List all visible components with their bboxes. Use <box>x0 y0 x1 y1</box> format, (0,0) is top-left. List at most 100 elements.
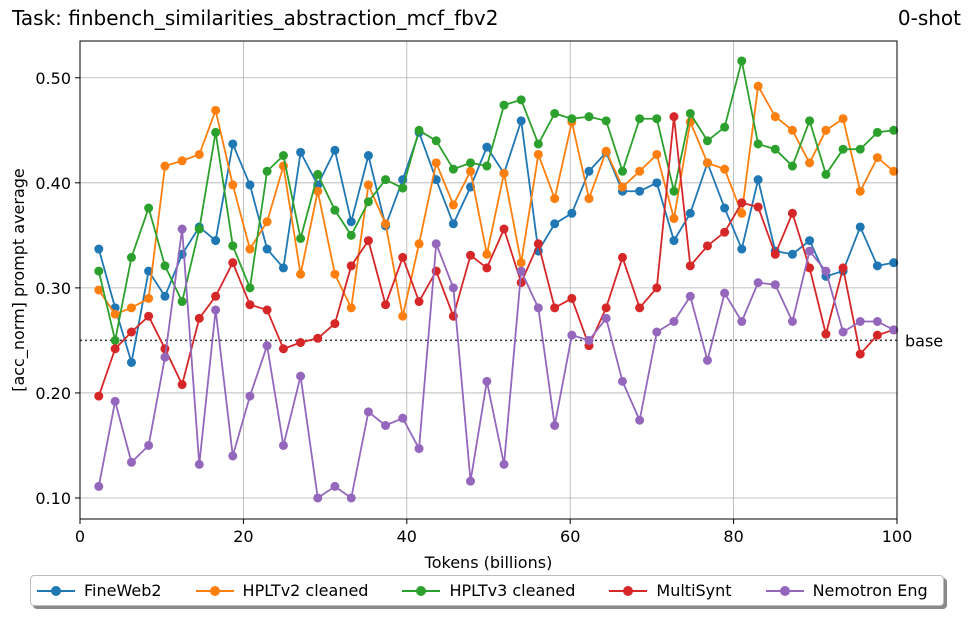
data-point-fineweb2 <box>753 175 763 185</box>
data-point-hpltv3-cleaned <box>550 108 560 118</box>
data-point-hpltv2-cleaned <box>516 258 526 268</box>
data-point-nemotron-eng <box>770 280 780 290</box>
data-point-multisynt <box>805 263 815 273</box>
data-point-nemotron-eng <box>177 224 187 234</box>
data-point-nemotron-eng <box>94 481 104 491</box>
data-point-multisynt <box>126 327 136 337</box>
data-point-nemotron-eng <box>160 352 170 362</box>
baseline-label: base <box>905 331 943 350</box>
data-point-nemotron-eng <box>652 327 662 337</box>
data-point-hpltv2-cleaned <box>482 249 492 259</box>
data-point-hpltv2-cleaned <box>431 158 441 168</box>
data-point-multisynt <box>872 330 882 340</box>
data-point-nemotron-eng <box>821 266 831 276</box>
data-point-fineweb2 <box>635 186 645 196</box>
data-point-nemotron-eng <box>617 376 627 386</box>
data-point-hpltv3-cleaned <box>363 197 373 207</box>
data-point-multisynt <box>737 198 747 208</box>
data-point-multisynt <box>601 303 611 313</box>
data-point-fineweb2 <box>652 178 662 188</box>
data-point-multisynt <box>617 252 627 262</box>
y-tick-label: 0.10 <box>35 489 71 508</box>
data-point-nemotron-eng <box>363 407 373 417</box>
data-point-fineweb2 <box>228 139 238 149</box>
data-point-hpltv2-cleaned <box>94 285 104 295</box>
data-point-nemotron-eng <box>838 327 848 337</box>
legend-label-fineweb2: FineWeb2 <box>84 581 162 600</box>
plot-frame <box>79 40 898 520</box>
data-point-multisynt <box>414 297 424 307</box>
data-point-nemotron-eng <box>466 476 476 486</box>
x-tick-label: 0 <box>75 527 85 546</box>
data-point-hpltv2-cleaned <box>821 125 831 135</box>
legend-swatch-nemotron-eng <box>765 585 804 597</box>
data-point-nemotron-eng <box>516 266 526 276</box>
data-point-fineweb2 <box>584 166 594 176</box>
data-point-nemotron-eng <box>126 457 136 467</box>
data-point-fineweb2 <box>245 180 255 190</box>
data-point-hpltv3-cleaned <box>126 252 136 262</box>
data-point-hpltv2-cleaned <box>414 239 424 249</box>
data-point-hpltv3-cleaned <box>516 95 526 105</box>
data-point-multisynt <box>381 300 391 310</box>
data-point-hpltv2-cleaned <box>838 114 848 124</box>
data-point-hpltv2-cleaned <box>635 166 645 176</box>
data-point-fineweb2 <box>160 291 170 301</box>
data-point-fineweb2 <box>737 244 747 254</box>
data-point-fineweb2 <box>567 208 577 218</box>
data-point-hpltv3-cleaned <box>685 108 695 118</box>
data-point-nemotron-eng <box>720 288 730 298</box>
data-point-nemotron-eng <box>278 440 288 450</box>
legend-label-hpltv2-cleaned: HPLTv2 cleaned <box>242 581 369 600</box>
legend-item-hpltv3-cleaned: HPLTv3 cleaned <box>402 581 575 600</box>
data-point-nemotron-eng <box>414 444 424 454</box>
data-point-multisynt <box>482 263 492 273</box>
data-point-hpltv2-cleaned <box>126 303 136 313</box>
data-point-hpltv2-cleaned <box>617 182 627 192</box>
x-tick-label: 40 <box>397 527 417 546</box>
data-point-multisynt <box>787 208 797 218</box>
data-point-multisynt <box>720 227 730 237</box>
data-point-hpltv2-cleaned <box>669 214 679 224</box>
series-multisynt <box>94 112 899 401</box>
data-point-nemotron-eng <box>805 246 815 256</box>
data-point-nemotron-eng <box>346 493 356 503</box>
data-point-multisynt <box>262 305 272 315</box>
data-point-hpltv2-cleaned <box>805 158 815 168</box>
data-point-multisynt <box>685 261 695 271</box>
data-point-hpltv3-cleaned <box>838 144 848 154</box>
data-point-hpltv3-cleaned <box>787 161 797 171</box>
data-point-multisynt <box>94 391 104 401</box>
data-point-hpltv2-cleaned <box>381 219 391 229</box>
data-point-hpltv2-cleaned <box>228 180 238 190</box>
data-point-nemotron-eng <box>855 316 865 326</box>
data-point-hpltv3-cleaned <box>652 114 662 124</box>
legend-label-nemotron-eng: Nemotron Eng <box>812 581 928 600</box>
data-point-hpltv3-cleaned <box>346 230 356 240</box>
data-point-multisynt <box>770 249 780 259</box>
data-point-hpltv3-cleaned <box>737 56 747 66</box>
data-point-multisynt <box>821 329 831 339</box>
data-point-nemotron-eng <box>872 316 882 326</box>
data-point-fineweb2 <box>363 151 373 161</box>
data-point-fineweb2 <box>346 217 356 227</box>
data-point-multisynt <box>669 112 679 122</box>
data-point-hpltv2-cleaned <box>330 269 340 279</box>
data-point-fineweb2 <box>872 261 882 271</box>
data-point-hpltv2-cleaned <box>245 244 255 254</box>
data-point-hpltv3-cleaned <box>753 139 763 149</box>
data-point-nemotron-eng <box>144 440 154 450</box>
series-nemotron-eng <box>94 224 899 503</box>
data-point-multisynt <box>363 236 373 246</box>
y-tick-label: 0.40 <box>35 174 71 193</box>
data-point-nemotron-eng <box>787 316 797 326</box>
data-point-fineweb2 <box>787 249 797 259</box>
legend-item-hpltv2-cleaned: HPLTv2 cleaned <box>195 581 369 600</box>
data-point-nemotron-eng <box>211 305 221 315</box>
y-tick-label: 0.30 <box>35 279 71 298</box>
y-axis-label: [acc_norm] prompt average <box>9 168 29 392</box>
data-point-nemotron-eng <box>194 459 204 469</box>
data-point-fineweb2 <box>482 142 492 152</box>
data-point-hpltv3-cleaned <box>94 266 104 276</box>
